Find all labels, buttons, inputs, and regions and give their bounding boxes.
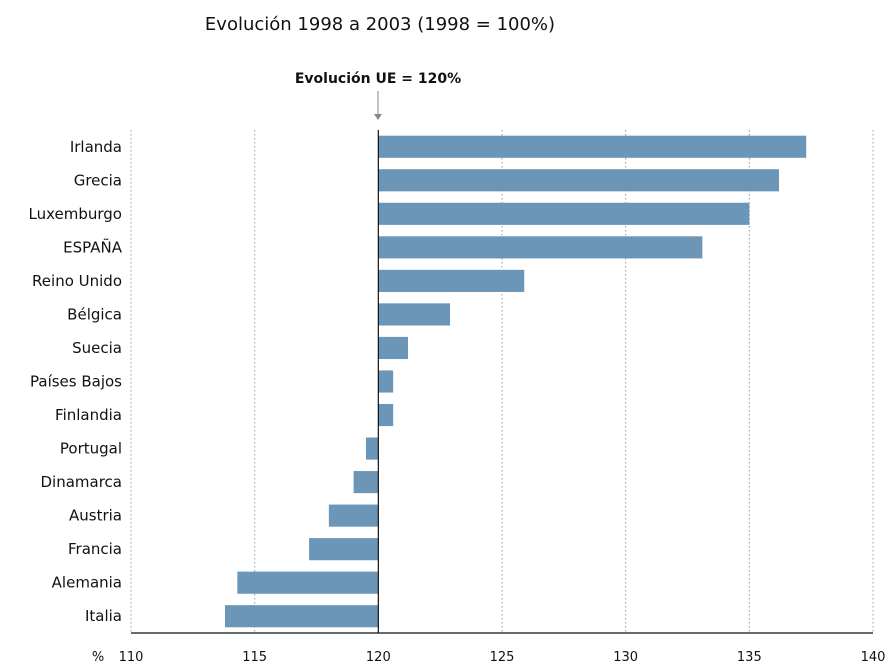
bar [378,403,394,427]
bar [378,202,750,225]
x-tick-label: 125 [490,650,515,665]
category-label: Reino Unido [32,272,122,290]
bar [378,236,703,259]
x-tick-label: 115 [242,650,267,665]
category-label: ESPAÑA [63,237,123,256]
bar [378,336,409,360]
category-label: Dinamarca [41,473,123,491]
x-tick-label: 130 [613,650,638,665]
category-label: Países Bajos [30,373,122,391]
reference-label: Evolución UE = 120% [295,71,461,87]
category-labels: Irlanda Grecia Luxemburgo ESPAÑA Reino Unido… [29,138,123,625]
bar [224,605,379,628]
category-label: Irlanda [70,138,122,156]
bar [353,471,379,494]
category-label: Grecia [74,171,122,189]
category-label: Finlandia [55,406,122,424]
bar [378,135,807,158]
chart-title: Evolución 1998 a 2003 (1998 = 100%) [205,14,555,35]
category-label: Italia [85,607,122,625]
x-unit-label: % [92,650,104,665]
bar [309,538,379,561]
bars [224,135,807,628]
category-label: Alemania [52,574,122,592]
x-axis: 110 115 120 125 130 135 140% [92,632,886,665]
x-tick-label: 120 [366,650,391,665]
category-label: Bélgica [67,305,122,323]
category-label: Luxemburgo [29,205,123,223]
x-tick-label: 110 [119,650,144,665]
x-tick-label: 135 [737,650,762,665]
category-label: Austria [69,507,122,525]
bar [328,504,379,527]
bar [378,269,525,292]
bar [365,437,379,460]
reference-arrow-head [374,114,382,120]
bar [378,370,394,393]
bar [378,303,451,326]
category-label: Francia [68,540,122,558]
category-label: Portugal [60,440,122,458]
x-tick-label: 140 [861,650,886,665]
bar [237,571,379,594]
bar [378,169,780,192]
category-label: Suecia [72,339,122,357]
